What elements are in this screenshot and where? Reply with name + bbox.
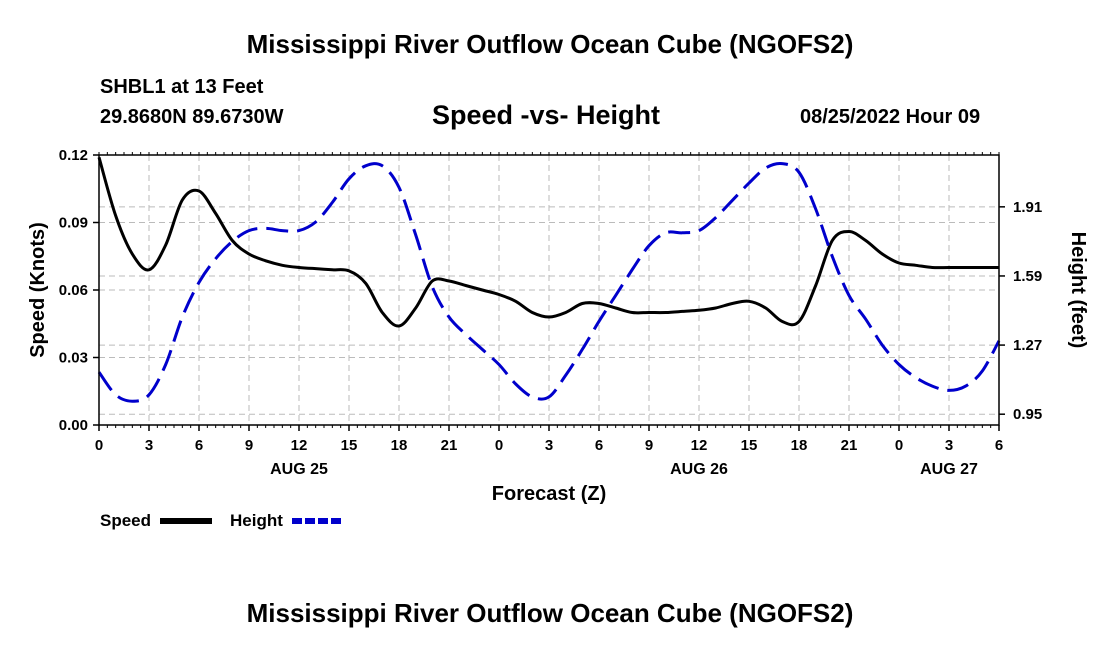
series-lines: [97, 156, 1001, 403]
legend-label: Speed: [100, 511, 151, 530]
x-tick-label: 3: [145, 437, 153, 454]
x-tick-label: 9: [245, 437, 253, 454]
forecast-datetime: 08/25/2022 Hour 09: [800, 106, 981, 128]
x-tick-label: 9: [645, 437, 653, 454]
axis-labels: 0 3 6 9 12 15 18 21 0 3 6 9 12 15 18 21 0 3 6 AUG 25 AUG 26 A…: [27, 147, 1089, 505]
x-tick-label: 18: [391, 437, 408, 454]
series-line-speed: [97, 156, 999, 328]
y-tick-label: 0.00: [59, 417, 88, 434]
x-tick-label: 12: [691, 437, 708, 454]
x-tick-label: 15: [741, 437, 758, 454]
legend-label: Height: [230, 511, 283, 530]
x-tick-label: 18: [791, 437, 808, 454]
x-tick-label: 21: [841, 437, 858, 454]
chart-legend: Speed Height: [100, 511, 342, 530]
series-line-height: [97, 161, 1001, 403]
axis-ticks: [93, 152, 1005, 431]
date-label: AUG 27: [920, 461, 978, 478]
date-label: AUG 26: [670, 461, 728, 478]
y-tick-label: 0.12: [59, 147, 88, 164]
x-tick-label: 0: [95, 437, 103, 454]
y-tick-label: 0.03: [59, 350, 88, 367]
x-tick-label: 6: [995, 437, 1003, 454]
grid-lines: [99, 155, 999, 425]
x-tick-label: 0: [495, 437, 503, 454]
x-tick-label: 21: [441, 437, 458, 454]
y2-tick-label: 1.91: [1013, 199, 1042, 216]
x-tick-label: 3: [945, 437, 953, 454]
y-axis-title: Speed (Knots): [27, 222, 49, 358]
y2-tick-label: 1.59: [1013, 268, 1042, 285]
x-tick-label: 0: [895, 437, 903, 454]
y-tick-label: 0.09: [59, 215, 88, 232]
x-axis-title: Forecast (Z): [492, 483, 606, 505]
chart-main-title: Mississippi River Outflow Ocean Cube (NG…: [246, 29, 854, 59]
x-tick-label: 15: [341, 437, 358, 454]
coordinates-label: 29.8680N 89.6730W: [100, 106, 284, 128]
y2-tick-label: 1.27: [1013, 337, 1042, 354]
date-label: AUG 25: [270, 461, 328, 478]
x-tick-label: 6: [595, 437, 603, 454]
chart-subtitle: Speed -vs- Height: [432, 100, 661, 130]
y2-tick-label: 0.95: [1013, 406, 1042, 423]
y-tick-label: 0.06: [59, 282, 88, 299]
x-tick-label: 6: [195, 437, 203, 454]
x-tick-label: 12: [291, 437, 308, 454]
x-tick-label: 3: [545, 437, 553, 454]
footer-title: Mississippi River Outflow Ocean Cube (NG…: [246, 598, 854, 628]
y2-axis-title: Height (feet): [1067, 232, 1089, 349]
station-label: SHBL1 at 13 Feet: [100, 76, 264, 98]
